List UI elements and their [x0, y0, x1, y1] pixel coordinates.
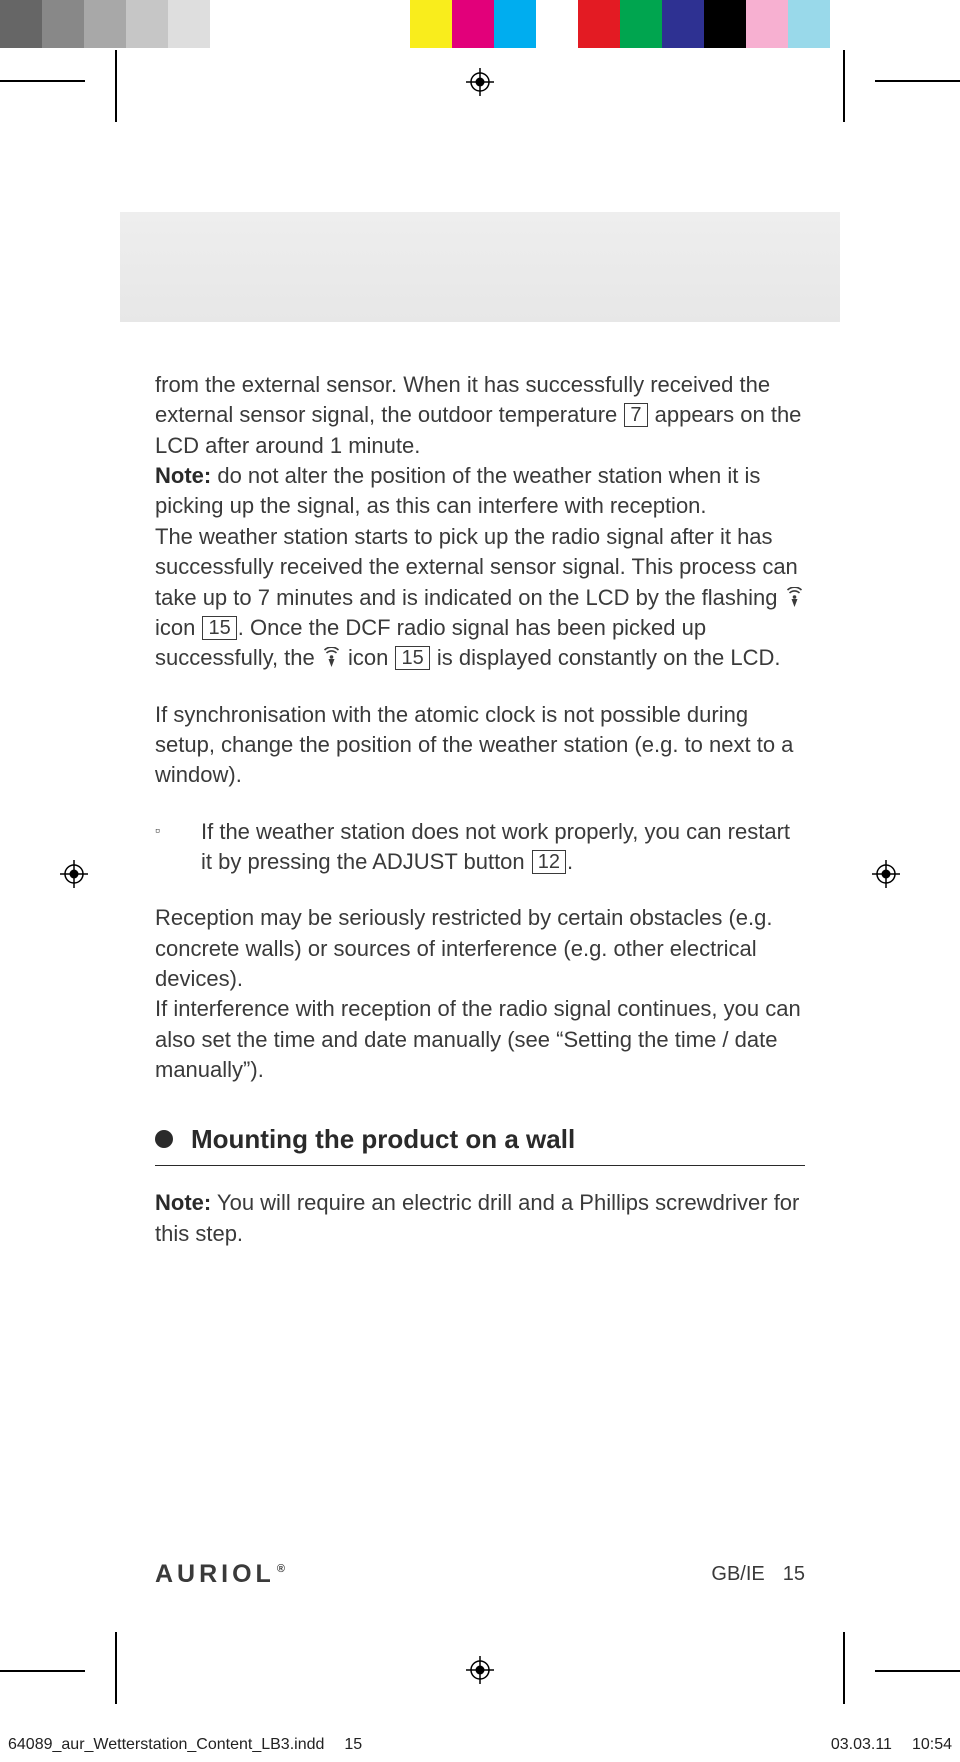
slug-time: 10:54: [912, 1736, 952, 1754]
color-swatch: [788, 0, 830, 48]
color-swatch: [830, 0, 872, 48]
text: do not alter the position of the weather…: [155, 463, 760, 518]
ref-box: 12: [532, 850, 566, 874]
color-swatch: [126, 0, 168, 48]
section-title-text: Mounting the product on a wall: [191, 1122, 575, 1158]
color-swatch: [746, 0, 788, 48]
ref-box: 15: [202, 616, 236, 640]
text: Reception may be seriously restricted by…: [155, 905, 773, 991]
registration-mark-icon: [872, 860, 900, 888]
radio-tower-icon: [786, 585, 803, 605]
color-swatch: [494, 0, 536, 48]
color-swatch: [168, 0, 210, 48]
color-swatch: [210, 0, 410, 48]
crop-mark: [875, 1670, 960, 1672]
color-swatch: [410, 0, 452, 48]
color-swatch: [0, 0, 42, 48]
bullet-marker-icon: ▫: [155, 817, 201, 878]
paragraph: Note: You will require an electric drill…: [155, 1188, 805, 1249]
page-indicator: GB/IE 15: [711, 1563, 805, 1586]
bullet-dot-icon: [155, 1130, 173, 1148]
brand-logo: AURIOL®: [155, 1560, 285, 1589]
registration-mark-icon: [60, 860, 88, 888]
body-content: from the external sensor. When it has su…: [155, 370, 805, 1275]
text: If interference with reception of the ra…: [155, 996, 801, 1082]
registration-mark-icon: [466, 68, 494, 96]
registration-mark-icon: [466, 1656, 494, 1684]
text: You will require an electric drill and a…: [155, 1190, 799, 1245]
color-swatch: [42, 0, 84, 48]
crop-mark: [843, 50, 845, 122]
registered-mark-icon: ®: [277, 1563, 285, 1575]
header-band: [120, 212, 840, 322]
bullet-text: If the weather station does not work pro…: [201, 817, 805, 878]
radio-tower-icon: [323, 645, 340, 665]
slug-filename: 64089_aur_Wetterstation_Content_LB3.indd: [8, 1736, 324, 1754]
paragraph: If synchronisation with the atomic clock…: [155, 700, 805, 791]
page-footer: AURIOL® GB/IE 15: [155, 1560, 805, 1589]
slug-page: 15: [344, 1736, 362, 1754]
color-swatch: [452, 0, 494, 48]
print-slug-line: 64089_aur_Wetterstation_Content_LB3.indd…: [8, 1736, 952, 1754]
crop-mark: [0, 80, 85, 82]
page-number: 15: [783, 1563, 805, 1586]
region-code: GB/IE: [711, 1563, 764, 1586]
paragraph: from the external sensor. When it has su…: [155, 370, 805, 674]
ref-box: 7: [624, 403, 647, 427]
section-heading: Mounting the product on a wall: [155, 1122, 805, 1167]
note-label: Note:: [155, 1190, 211, 1215]
text: If the weather station does not work pro…: [201, 819, 790, 874]
color-swatch: [578, 0, 620, 48]
text: .: [567, 849, 573, 874]
brand-text: AURIOL: [155, 1560, 275, 1588]
crop-mark: [115, 1632, 117, 1704]
color-swatch: [620, 0, 662, 48]
crop-mark: [115, 50, 117, 122]
crop-mark: [875, 80, 960, 82]
slug-date: 03.03.11: [831, 1736, 892, 1754]
color-swatch: [536, 0, 578, 48]
color-swatch: [84, 0, 126, 48]
text: The weather station starts to pick up th…: [155, 524, 798, 610]
note-label: Note:: [155, 463, 211, 488]
paragraph: Reception may be seriously restricted by…: [155, 903, 805, 1085]
ref-box: 15: [395, 646, 429, 670]
print-color-bar: [0, 0, 960, 48]
text: is displayed constantly on the LCD.: [431, 645, 781, 670]
color-swatch: [662, 0, 704, 48]
color-swatch: [704, 0, 746, 48]
crop-mark: [843, 1632, 845, 1704]
crop-mark: [0, 1670, 85, 1672]
bullet-item: ▫ If the weather station does not work p…: [155, 817, 805, 878]
